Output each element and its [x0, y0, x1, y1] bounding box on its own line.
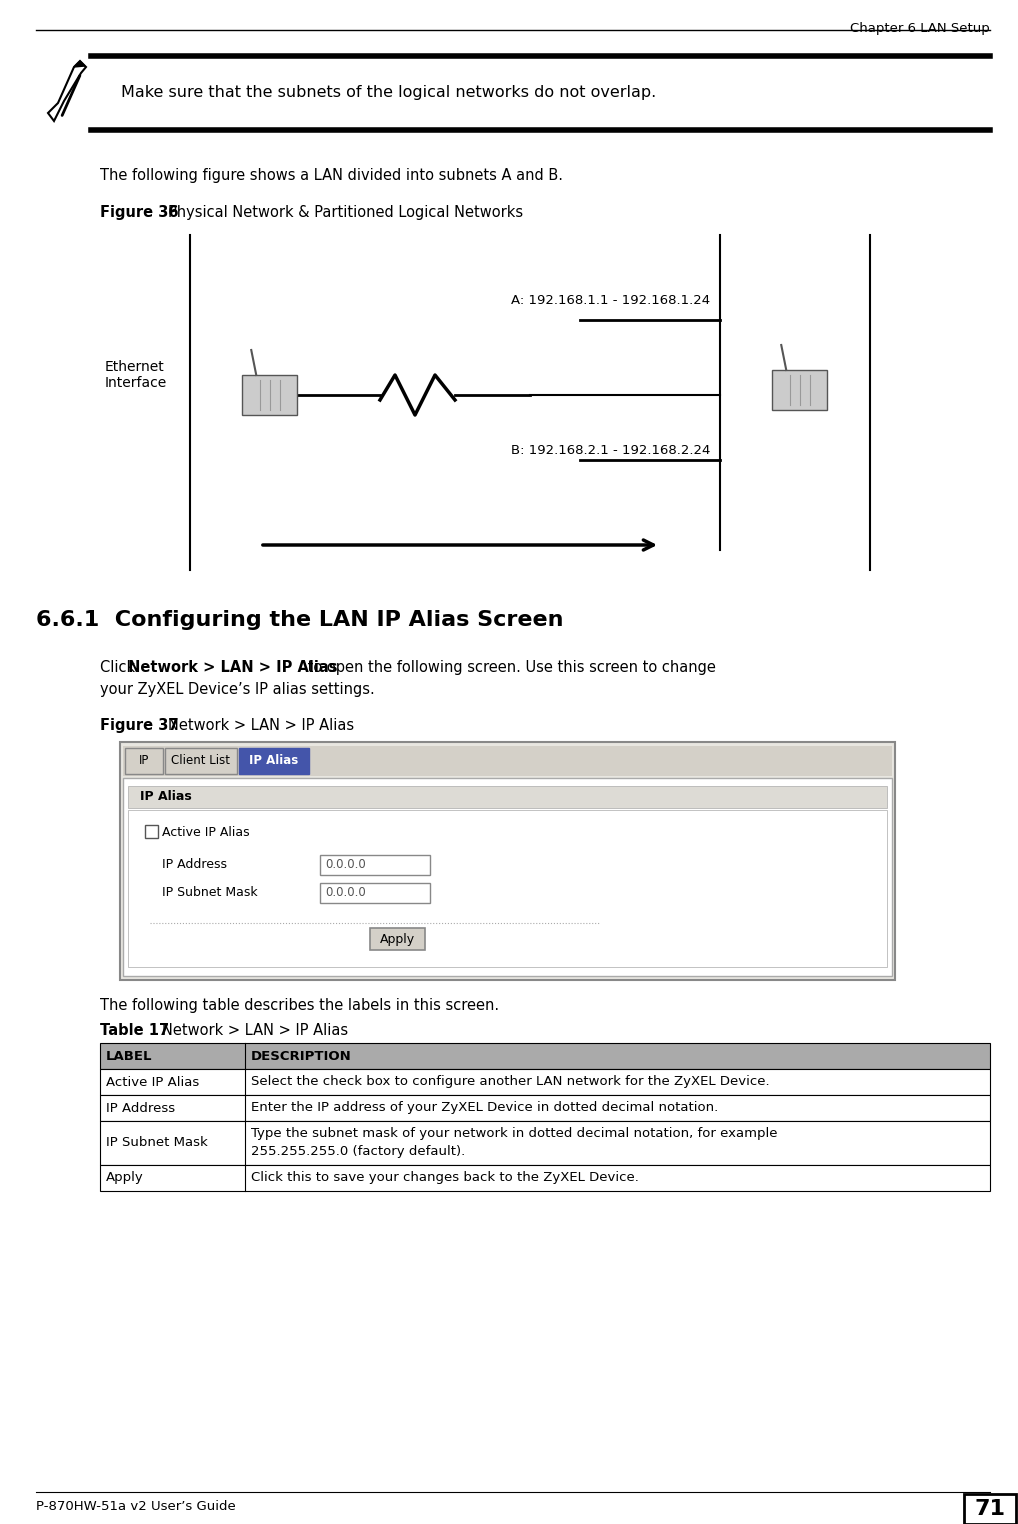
Text: 255.255.255.0 (factory default).: 255.255.255.0 (factory default). [251, 1146, 465, 1158]
Bar [145, 824, 158, 838]
Bar [120, 742, 895, 980]
Text: P-870HW-51a v2 User’s Guide: P-870HW-51a v2 User’s Guide [36, 1500, 236, 1513]
Text: 71: 71 [974, 1500, 1006, 1519]
Bar [100, 1096, 989, 1122]
Text: IP Alias: IP Alias [140, 791, 191, 803]
Bar [100, 1164, 989, 1190]
Bar [773, 370, 828, 410]
Text: to open the following screen. Use this screen to change: to open the following screen. Use this s… [303, 660, 716, 675]
Text: Network > LAN > IP Alias: Network > LAN > IP Alias [128, 660, 338, 675]
Text: Client List: Client List [171, 754, 230, 768]
Bar [239, 748, 309, 774]
Text: Figure 36: Figure 36 [100, 206, 178, 219]
Bar [100, 1042, 989, 1068]
Text: IP Alias: IP Alias [249, 754, 298, 768]
Text: A: 192.168.1.1 - 192.168.1.24: A: 192.168.1.1 - 192.168.1.24 [511, 294, 710, 306]
Text: Type the subnet mask of your network in dotted decimal notation, for example: Type the subnet mask of your network in … [251, 1128, 778, 1140]
Text: Enter the IP address of your ZyXEL Device in dotted decimal notation.: Enter the IP address of your ZyXEL Devic… [251, 1102, 719, 1114]
Text: Apply: Apply [380, 934, 414, 946]
Text: IP Subnet Mask: IP Subnet Mask [106, 1137, 208, 1149]
Text: The following table describes the labels in this screen.: The following table describes the labels… [100, 998, 499, 1013]
Bar [100, 1068, 989, 1096]
Text: Physical Network & Partitioned Logical Networks: Physical Network & Partitioned Logical N… [168, 206, 523, 219]
Bar [123, 777, 892, 975]
Text: Figure 37: Figure 37 [100, 718, 178, 733]
Text: DESCRIPTION: DESCRIPTION [251, 1050, 352, 1062]
Bar [242, 375, 297, 415]
Polygon shape [74, 61, 84, 67]
Text: IP Address: IP Address [106, 1102, 175, 1114]
Text: Table 17: Table 17 [100, 1023, 169, 1038]
Text: Make sure that the subnets of the logical networks do not overlap.: Make sure that the subnets of the logica… [121, 85, 657, 101]
Text: Ethernet
Interface: Ethernet Interface [105, 360, 167, 390]
Bar [320, 855, 430, 875]
Bar [128, 786, 887, 808]
Text: 6.6.1  Configuring the LAN IP Alias Screen: 6.6.1 Configuring the LAN IP Alias Scree… [36, 610, 564, 629]
Text: 0.0.0.0: 0.0.0.0 [325, 887, 365, 899]
Text: Select the check box to configure another LAN network for the ZyXEL Device.: Select the check box to configure anothe… [251, 1076, 770, 1088]
Text: 0.0.0.0: 0.0.0.0 [325, 858, 365, 872]
Bar [100, 1122, 989, 1164]
Text: IP Subnet Mask: IP Subnet Mask [162, 887, 258, 899]
Text: IP: IP [138, 754, 150, 768]
Polygon shape [48, 61, 86, 120]
Text: Active IP Alias: Active IP Alias [106, 1076, 200, 1088]
Text: your ZyXEL Device’s IP alias settings.: your ZyXEL Device’s IP alias settings. [100, 683, 375, 696]
Bar [165, 748, 237, 774]
Text: Active IP Alias: Active IP Alias [162, 826, 249, 840]
Bar [123, 747, 892, 776]
Bar [320, 882, 430, 904]
Bar [370, 928, 425, 949]
Text: B: 192.168.2.1 - 192.168.2.24: B: 192.168.2.1 - 192.168.2.24 [511, 443, 710, 457]
Bar [128, 809, 887, 968]
Text: Network > LAN > IP Alias: Network > LAN > IP Alias [162, 1023, 348, 1038]
Text: IP Address: IP Address [162, 858, 227, 872]
Text: Apply: Apply [106, 1172, 144, 1184]
Bar [964, 1494, 1016, 1524]
Text: LABEL: LABEL [106, 1050, 153, 1062]
Text: Chapter 6 LAN Setup: Chapter 6 LAN Setup [850, 21, 989, 35]
Text: Click: Click [100, 660, 139, 675]
Text: Network > LAN > IP Alias: Network > LAN > IP Alias [168, 718, 354, 733]
Text: Click this to save your changes back to the ZyXEL Device.: Click this to save your changes back to … [251, 1172, 639, 1184]
Text: The following figure shows a LAN divided into subnets A and B.: The following figure shows a LAN divided… [100, 168, 563, 183]
Bar [125, 748, 163, 774]
